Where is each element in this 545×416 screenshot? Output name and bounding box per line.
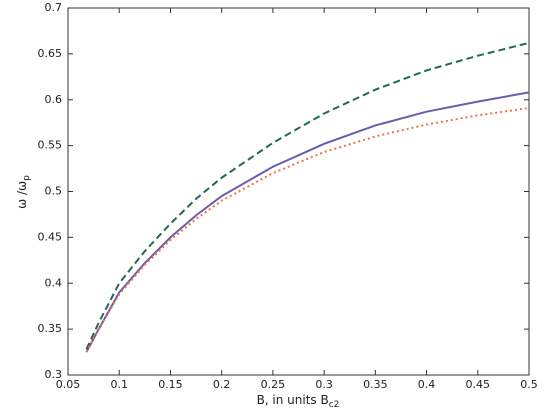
y-axis-label-main: ω /ω (15, 181, 29, 209)
y-tick-label: 0.65 (38, 47, 63, 60)
x-tick-label: 0.45 (466, 378, 491, 391)
y-tick-label: 0.55 (38, 139, 63, 152)
y-tick-label: 0.3 (45, 368, 63, 381)
y-tick-label: 0.35 (38, 322, 63, 335)
line-series (85, 107, 530, 353)
y-tick-label: 0.45 (38, 230, 63, 243)
x-tick-label: 0.2 (213, 378, 231, 391)
x-tick-label: 0.3 (315, 378, 333, 391)
x-axis-label-sub: c2 (329, 400, 340, 410)
x-tick-label: 0.25 (261, 378, 286, 391)
x-tick-label: 0.35 (363, 378, 388, 391)
y-axis-label-sub: p (22, 175, 32, 181)
y-tick-label: 0.6 (45, 93, 63, 106)
x-axis-label-main: B, in units B (257, 393, 329, 407)
x-axis-label: B, in units Bc2 (257, 393, 340, 410)
x-tick-label: 0.5 (520, 378, 538, 391)
line-series (85, 91, 530, 353)
x-tick-label: 0.4 (418, 378, 436, 391)
line-series (85, 41, 530, 350)
x-tick-label: 0.05 (56, 378, 81, 391)
x-tick-label: 0.15 (158, 378, 183, 391)
y-tick-label: 0.4 (45, 276, 63, 289)
y-axis-label: ω /ωp (15, 175, 32, 209)
x-tick-label: 0.1 (110, 378, 128, 391)
plot-area (67, 7, 530, 376)
y-tick-label: 0.5 (45, 185, 63, 198)
y-tick-label: 0.7 (45, 1, 63, 14)
